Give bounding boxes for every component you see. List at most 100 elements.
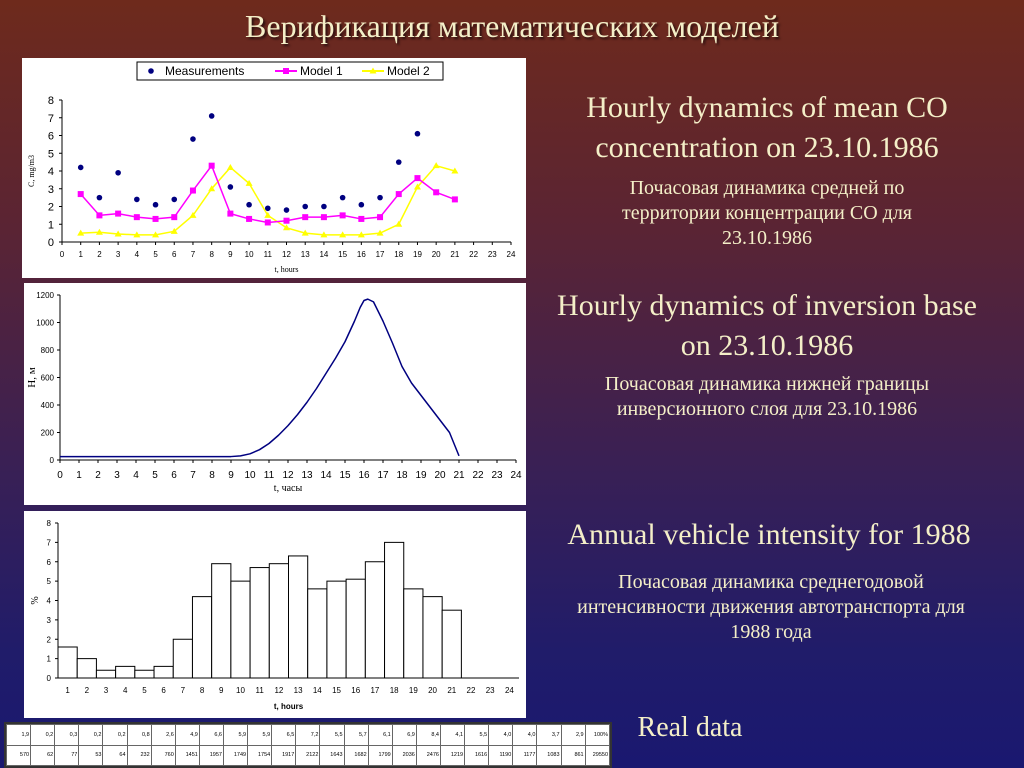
table-cell: 1219: [439, 744, 466, 766]
y-tick-label: 800: [41, 346, 55, 355]
data-point-model2: [170, 227, 178, 234]
y-tick-label: 4: [47, 597, 52, 606]
data-point-measurement: [227, 184, 234, 190]
x-tick-label: 18: [390, 686, 399, 695]
x-tick-label: 22: [467, 686, 476, 695]
y-axis-label: C, mg/m3: [27, 155, 36, 187]
y-tick-label: 200: [41, 429, 55, 438]
table-cell: 0,2: [30, 724, 56, 746]
x-tick-label: 3: [114, 470, 120, 481]
data-point-measurement: [115, 169, 121, 176]
data-point-model2: [133, 231, 141, 238]
data-point-measurement: [171, 196, 178, 203]
x-tick-label: 14: [319, 250, 328, 259]
data-point-measurement: [414, 130, 421, 137]
data-point-measurement: [302, 203, 309, 210]
data-point-model1: [227, 210, 234, 217]
x-tick-label: 12: [274, 686, 283, 695]
table-cell: 6,1: [367, 724, 393, 746]
table-cell: 1616: [464, 744, 490, 766]
y-tick-label: 6: [47, 558, 52, 567]
table-cell: 77: [54, 744, 80, 766]
data-point-measurement: [208, 113, 215, 119]
bar: [115, 665, 136, 679]
x-tick-label: 15: [338, 250, 347, 259]
table-cell: 62: [30, 744, 56, 766]
table-cell: 0,2: [78, 724, 104, 746]
x-tick-label: 3: [116, 250, 121, 259]
x-tick-label: 6: [161, 686, 166, 695]
bar: [307, 588, 328, 679]
bar: [441, 609, 462, 679]
y-tick-label: 7: [48, 113, 54, 125]
bar: [384, 541, 405, 679]
inversion-caption-en: Hourly dynamics of inversion base on 23.…: [557, 289, 977, 362]
data-point-measurement: [96, 194, 103, 201]
x-tick-label: 21: [453, 470, 465, 481]
x-tick-label: 11: [264, 470, 275, 481]
table-cell: 100%: [584, 724, 611, 746]
table-cell: 861: [560, 744, 586, 766]
y-tick-label: 400: [41, 401, 55, 410]
data-point-model1: [264, 219, 271, 226]
x-tick-label: 16: [358, 470, 370, 481]
table-cell: 29550: [584, 744, 611, 766]
table-cell: 5,5: [319, 724, 345, 746]
x-tick-label: 23: [486, 686, 495, 695]
x-tick-label: 1: [65, 686, 70, 695]
x-tick-label: 10: [245, 250, 254, 259]
vehicle-data-table: 1,9 0,2 0,3 0,2 0,2 0,8 2,6 4,9 6,6 5,9 5,9 6,5 7,2 5…: [4, 722, 612, 768]
x-axis-label: t, часы: [274, 483, 303, 494]
data-point-model1: [246, 215, 253, 222]
x-tick-label: 17: [370, 686, 379, 695]
x-axis-label: t, hours: [275, 265, 299, 274]
data-point-model1: [152, 215, 159, 222]
data-point-model2: [245, 179, 253, 186]
x-tick-label: 4: [133, 470, 139, 481]
data-point-model2: [264, 211, 272, 218]
x-tick-label: 19: [415, 470, 427, 481]
x-tick-label: 7: [190, 470, 196, 481]
chart-legend: Measurements Model 1 Model 2: [136, 61, 444, 81]
x-tick-label: 19: [413, 250, 422, 259]
table-cell: 6,5: [271, 724, 297, 746]
x-tick-label: 1: [78, 250, 83, 259]
table-cell: 4,9: [174, 724, 200, 746]
x-tick-label: 2: [95, 470, 101, 481]
table-cell: 4,0: [488, 724, 514, 746]
bar: [230, 580, 251, 679]
x-tick-label: 8: [200, 686, 205, 695]
bar: [134, 669, 155, 679]
table-cell: 1190: [488, 744, 514, 766]
x-tick-label: 17: [377, 470, 389, 481]
x-tick-label: 13: [294, 686, 303, 695]
co-caption-en: Hourly dynamics of mean CO concentration…: [586, 91, 948, 164]
x-tick-label: 9: [228, 250, 233, 259]
x-tick-label: 1: [76, 470, 82, 481]
table-row-count: 570 62 77 53 64 232 760 1451 1957 1749 1754 1917 212…: [5, 744, 611, 766]
bar: [153, 665, 174, 679]
data-point-model1: [189, 187, 196, 194]
data-point-measurement: [395, 159, 402, 165]
bar: [211, 563, 232, 679]
y-tick-label: 8: [47, 519, 52, 528]
x-tick-label: 23: [488, 250, 497, 259]
table-cell: 0,2: [102, 724, 128, 746]
co-chart-panel: 0 1 2 3 4 5 6 7 8 0 1 2 3 4 5 6 7 8 9 10 11 12 13 14 15 16 17 18 19 2…: [22, 58, 526, 278]
data-point-model1: [77, 191, 84, 198]
bar: [326, 580, 347, 679]
x-tick-label: 5: [142, 686, 147, 695]
legend-marker-model2: [369, 67, 377, 74]
data-point-model1: [302, 214, 309, 221]
x-tick-label: 20: [432, 250, 441, 259]
y-tick-label: 0: [48, 237, 54, 249]
table-cell: 1451: [174, 744, 200, 766]
table-cell: 760: [150, 744, 176, 766]
table-cell: 5,9: [247, 724, 273, 746]
y-tick-label: 1: [47, 655, 52, 664]
bar: [172, 638, 193, 679]
vehicle-chart-panel: 0 1 2 3 4 5 6 7 8 1 2 3 4 5 6 7 8 9 10 11 12 13 14 15 16 17 18 19 20…: [24, 511, 526, 718]
table-cell: 5,7: [343, 724, 369, 746]
